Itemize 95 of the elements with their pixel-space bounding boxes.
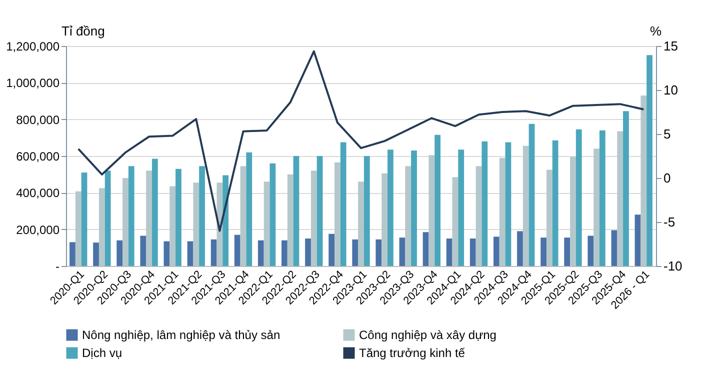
bar xyxy=(505,142,512,266)
y-tick-label: 800,000 xyxy=(16,112,60,127)
bar xyxy=(170,186,176,266)
legend-label: Nông nghiệp, lâm nghiệp và thủy sản xyxy=(82,328,280,342)
bar xyxy=(199,166,205,266)
legend-label: Công nghiệp và xây dựng xyxy=(359,328,496,342)
bar xyxy=(617,131,624,266)
y2-tick-label: -10 xyxy=(664,258,682,274)
bar xyxy=(352,239,358,266)
y-tick-label: 200,000 xyxy=(16,222,60,237)
bar xyxy=(122,178,128,266)
bar xyxy=(152,158,158,266)
bar xyxy=(216,182,223,266)
bar xyxy=(210,239,217,266)
bar xyxy=(528,124,535,266)
bar xyxy=(282,240,288,266)
bar xyxy=(176,168,182,266)
bar xyxy=(128,166,134,266)
bar xyxy=(334,162,340,266)
bar xyxy=(634,214,641,266)
bar xyxy=(193,182,200,266)
y-tick-label: 400,000 xyxy=(16,186,60,200)
bar xyxy=(264,182,270,266)
bar xyxy=(411,150,417,266)
bar xyxy=(564,238,570,266)
bar xyxy=(599,130,606,266)
y-tick-label: 1,000,000 xyxy=(6,76,60,90)
bar xyxy=(164,241,170,266)
bar xyxy=(364,156,370,266)
bar xyxy=(458,150,464,266)
bar xyxy=(305,238,311,266)
y2-tick-label: 10 xyxy=(664,82,678,98)
bar xyxy=(522,146,529,266)
bar xyxy=(452,177,458,266)
bar xyxy=(446,238,452,266)
y-axis-title: Tỉ đồng xyxy=(62,24,105,38)
y2-tick-label: -5 xyxy=(664,214,676,230)
bar xyxy=(493,236,500,266)
bar xyxy=(234,234,240,266)
bar xyxy=(270,163,276,266)
y2-tick-label: 15 xyxy=(664,38,678,54)
bar xyxy=(75,191,82,266)
bar xyxy=(328,234,335,266)
bar xyxy=(646,55,652,266)
legend-label: Tăng trưởng kinh tế xyxy=(359,346,466,360)
bar xyxy=(340,142,346,266)
bar xyxy=(422,232,429,266)
bar xyxy=(258,240,264,266)
bar xyxy=(552,140,558,266)
bar xyxy=(376,239,382,266)
y2-axis-title: % xyxy=(650,24,662,38)
bar xyxy=(499,158,506,266)
bar xyxy=(187,241,194,266)
legend-label: Dịch vụ xyxy=(82,346,122,360)
y2-tick-label: 0 xyxy=(664,170,671,186)
bar xyxy=(358,182,364,266)
bar xyxy=(576,129,582,266)
bar xyxy=(405,166,412,266)
bar xyxy=(316,156,323,266)
bar xyxy=(146,170,152,266)
bar xyxy=(517,231,523,266)
bar xyxy=(81,172,88,266)
y-tick-label: 1,200,000 xyxy=(6,40,60,54)
bar xyxy=(434,134,440,266)
bar xyxy=(570,156,576,266)
bar xyxy=(293,156,300,266)
bar xyxy=(140,236,146,266)
bar xyxy=(611,230,618,266)
bar xyxy=(588,236,594,266)
y-tick-label: - xyxy=(56,260,60,274)
bar xyxy=(98,188,105,266)
bar xyxy=(399,238,406,266)
bar xyxy=(70,242,76,266)
bar xyxy=(222,175,229,266)
bar xyxy=(116,240,123,266)
bar xyxy=(540,238,546,266)
bar xyxy=(104,170,111,266)
bar xyxy=(428,155,435,266)
y2-tick-label: 5 xyxy=(664,126,671,142)
bar xyxy=(546,170,552,266)
y-tick-label: 600,000 xyxy=(16,150,60,164)
bar xyxy=(482,141,488,266)
bar xyxy=(310,170,317,266)
bar xyxy=(240,166,246,266)
bar xyxy=(476,166,482,266)
bar xyxy=(93,242,99,266)
line-series xyxy=(77,50,645,232)
bar xyxy=(382,173,388,266)
bar xyxy=(594,148,600,266)
bar xyxy=(640,96,647,266)
bar xyxy=(470,238,476,266)
bar xyxy=(387,150,394,266)
bar xyxy=(287,174,294,266)
bar xyxy=(246,152,252,266)
bar xyxy=(623,111,629,266)
